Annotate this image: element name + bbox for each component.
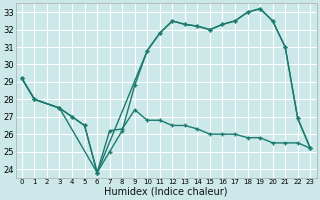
X-axis label: Humidex (Indice chaleur): Humidex (Indice chaleur) [104, 187, 228, 197]
